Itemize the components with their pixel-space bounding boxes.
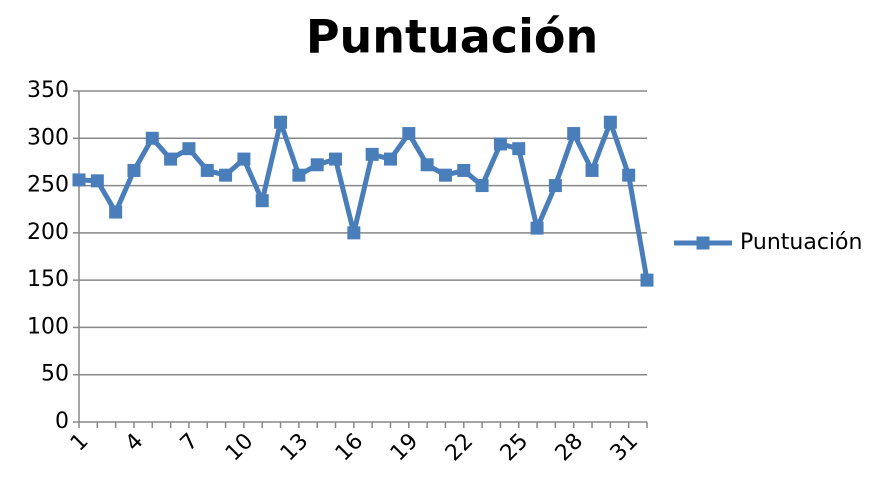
point-marker <box>530 221 544 235</box>
x-tick-label: 1 <box>66 429 94 457</box>
point-marker <box>493 137 507 151</box>
point-marker <box>292 168 306 182</box>
point-marker <box>640 273 654 287</box>
point-marker <box>585 163 599 177</box>
x-tick-label: 16 <box>331 429 368 466</box>
chart-title: Puntuación <box>306 10 598 64</box>
x-tick-label: 19 <box>386 429 423 466</box>
point-marker <box>200 163 214 177</box>
point-marker <box>310 158 324 172</box>
point-marker <box>145 131 159 145</box>
point-marker <box>274 115 288 129</box>
point-marker <box>237 152 251 166</box>
point-marker <box>109 205 123 219</box>
point-marker <box>329 152 343 166</box>
y-tick-label: 150 <box>27 267 69 292</box>
y-tick-label: 350 <box>27 78 69 103</box>
point-marker <box>420 158 434 172</box>
point-marker <box>548 179 562 193</box>
x-tick-label: 25 <box>496 429 533 466</box>
point-marker <box>603 115 617 129</box>
point-marker <box>567 127 581 141</box>
series-line <box>78 119 650 281</box>
y-tick-label: 50 <box>41 362 69 387</box>
point-marker <box>438 168 452 182</box>
x-tick-label: 22 <box>441 429 478 466</box>
x-tick-label: 13 <box>276 429 313 466</box>
point-marker <box>182 142 196 156</box>
point-marker <box>255 194 269 208</box>
y-tick-label: 200 <box>27 220 69 245</box>
legend-label: Puntuación <box>740 230 862 255</box>
x-tick-label: 31 <box>606 429 643 466</box>
point-marker <box>622 168 636 182</box>
x-tick-label: 7 <box>176 429 204 457</box>
y-tick-label: 300 <box>27 125 69 150</box>
point-marker <box>127 163 141 177</box>
point-marker <box>512 142 526 156</box>
y-tick-label: 250 <box>27 173 69 198</box>
point-marker <box>383 152 397 166</box>
y-tick-label: 100 <box>27 314 69 339</box>
point-marker <box>219 168 233 182</box>
point-marker <box>347 226 361 240</box>
x-tick-label: 4 <box>121 429 149 457</box>
point-marker <box>90 174 104 188</box>
point-marker <box>365 147 379 161</box>
legend-marker <box>696 236 710 250</box>
point-marker <box>457 163 471 177</box>
point-marker <box>164 152 178 166</box>
x-tick-label: 10 <box>221 429 258 466</box>
y-tick-label: 0 <box>55 409 69 434</box>
point-marker <box>475 179 489 193</box>
point-marker <box>402 127 416 141</box>
point-marker <box>72 173 86 187</box>
x-tick-label: 28 <box>551 429 588 466</box>
